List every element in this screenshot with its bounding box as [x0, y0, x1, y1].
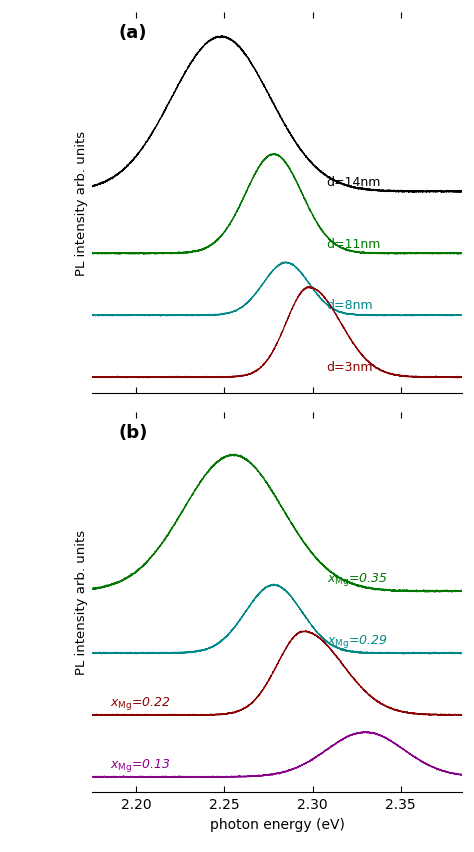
- Text: (a): (a): [118, 24, 147, 42]
- Text: $x_{\rm Mg}$=0.35: $x_{\rm Mg}$=0.35: [327, 571, 387, 588]
- Text: d=8nm: d=8nm: [327, 299, 373, 312]
- Y-axis label: PL intensity arb. units: PL intensity arb. units: [75, 130, 88, 275]
- X-axis label: photon energy (eV): photon energy (eV): [210, 817, 345, 831]
- Text: (b): (b): [118, 423, 148, 441]
- Text: d=11nm: d=11nm: [327, 237, 381, 250]
- Text: $x_{\rm Mg}$=0.22: $x_{\rm Mg}$=0.22: [110, 694, 170, 711]
- Text: $x_{\rm Mg}$=0.29: $x_{\rm Mg}$=0.29: [327, 632, 387, 649]
- Text: d=14nm: d=14nm: [327, 176, 381, 188]
- Y-axis label: PL intensity arb. units: PL intensity arb. units: [75, 530, 88, 675]
- Text: d=3nm: d=3nm: [327, 361, 373, 374]
- Text: $x_{\rm Mg}$=0.13: $x_{\rm Mg}$=0.13: [110, 757, 171, 774]
